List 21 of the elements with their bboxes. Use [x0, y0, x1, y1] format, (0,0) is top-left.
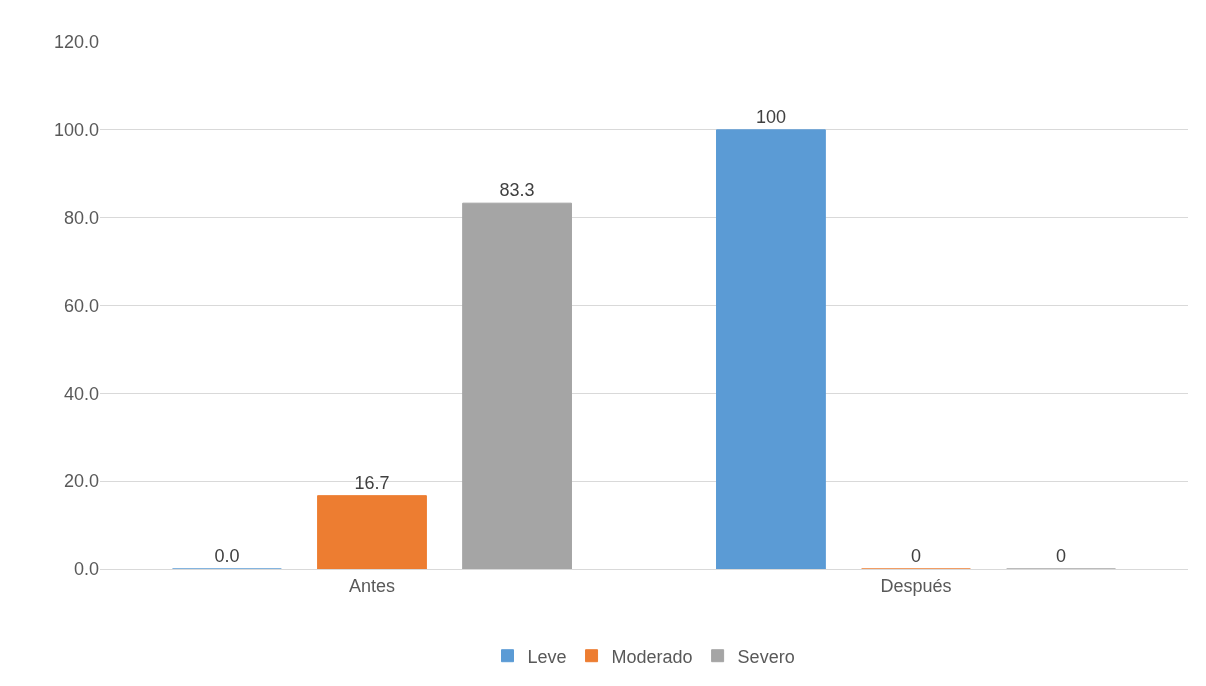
x-tick-label: Antes	[348, 575, 396, 596]
y-tick-label: 100.0	[53, 120, 99, 141]
y-tick-label: 120.0	[53, 32, 99, 53]
legend-label: Leve	[527, 646, 567, 667]
bar	[716, 129, 826, 569]
bar	[317, 495, 427, 569]
x-tick-label: Después	[880, 575, 952, 596]
y-tick-label: 20.0	[63, 471, 99, 492]
data-label: 0	[910, 546, 922, 566]
data-label: 16.7	[354, 472, 390, 493]
data-label: 100	[755, 106, 786, 127]
data-label: 0	[1056, 546, 1067, 566]
legend-label: Moderado	[611, 646, 693, 667]
legend-label: Severo	[737, 646, 795, 667]
y-tick-label: 0.0	[73, 559, 99, 580]
bar	[462, 202, 572, 569]
y-tick-label: 60.0	[63, 295, 99, 316]
y-tick-label: 40.0	[63, 383, 99, 404]
data-label: 0.0	[214, 546, 240, 566]
data-label: 83.3	[499, 180, 535, 201]
y-tick-label: 80.0	[63, 207, 99, 228]
